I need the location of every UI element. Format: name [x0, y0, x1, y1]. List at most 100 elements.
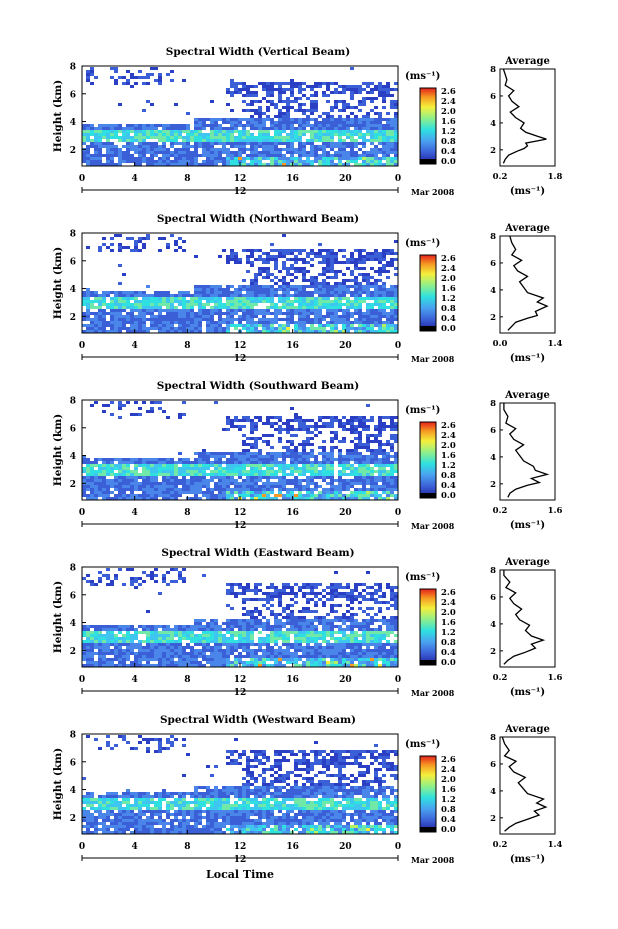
heatmap-cell	[234, 622, 238, 625]
heatmap-cell	[270, 327, 274, 330]
heatmap-cell	[378, 419, 382, 422]
heatmap-cell	[246, 461, 250, 464]
heatmap-cell	[382, 118, 386, 121]
heatmap-cell	[386, 464, 390, 467]
heatmap-cell	[378, 297, 382, 300]
heatmap-cell	[222, 127, 226, 130]
heatmap-cell	[354, 309, 358, 312]
heatmap-cell	[94, 494, 98, 497]
heatmap-cell	[230, 163, 234, 166]
heatmap-cell	[290, 440, 294, 443]
heatmap-cell	[210, 130, 214, 133]
heatmap-cell	[158, 643, 162, 646]
heatmap-cell	[218, 628, 222, 631]
heatmap-cell	[222, 637, 226, 640]
heatmap-cell	[370, 160, 374, 163]
heatmap-cell	[298, 321, 302, 324]
heatmap-cell	[138, 631, 142, 634]
heatmap-cell	[354, 145, 358, 148]
heatmap-cell	[198, 637, 202, 640]
heatmap-cell	[218, 452, 222, 455]
heatmap-cell	[290, 85, 294, 88]
heatmap-cell	[86, 145, 90, 148]
heatmap-cell	[230, 151, 234, 154]
heatmap-cell	[174, 243, 178, 246]
heatmap-cell	[166, 315, 170, 318]
heatmap-cell	[114, 294, 118, 297]
heatmap-cell	[266, 85, 270, 88]
heatmap-cell	[330, 315, 334, 318]
heatmap-cell	[134, 637, 138, 640]
heatmap-cell	[162, 142, 166, 145]
heatmap-cell	[294, 485, 298, 488]
heatmap-cell	[134, 151, 138, 154]
heatmap-cell	[226, 619, 230, 622]
heatmap-cell	[298, 121, 302, 124]
heatmap-cell	[118, 103, 122, 106]
heatmap-cell	[286, 103, 290, 106]
heatmap-cell	[170, 234, 174, 237]
heatmap-cell	[214, 658, 218, 661]
heatmap-cell	[366, 434, 370, 437]
heatmap-cell	[82, 625, 86, 628]
heatmap-cell	[198, 127, 202, 130]
heatmap-cell	[90, 139, 94, 142]
heatmap-cell	[230, 145, 234, 148]
heatmap-cell	[98, 303, 102, 306]
heatmap-cell	[190, 312, 194, 315]
heatmap-cell	[322, 148, 326, 151]
heatmap-cell	[218, 142, 222, 145]
heatmap-cell	[366, 282, 370, 285]
heatmap-cell	[174, 467, 178, 470]
heatmap-cell	[138, 157, 142, 160]
heatmap-cell	[270, 163, 274, 166]
heatmap-cell	[258, 124, 262, 127]
heatmap-cell	[198, 470, 202, 473]
heatmap-cell	[106, 643, 110, 646]
heatmap-cell	[342, 133, 346, 136]
heatmap-cell	[90, 70, 94, 73]
heatmap-cell	[342, 142, 346, 145]
heatmap-cell	[246, 619, 250, 622]
heatmap-cell	[142, 658, 146, 661]
heatmap-cell	[282, 497, 286, 500]
heatmap-cell	[302, 163, 306, 166]
heatmap-cell	[250, 461, 254, 464]
heatmap-cell	[302, 488, 306, 491]
heatmap-cell	[370, 285, 374, 288]
heatmap-cell	[166, 297, 170, 300]
heatmap-cell	[110, 461, 114, 464]
heatmap-cell	[390, 88, 394, 91]
heatmap-cell	[346, 461, 350, 464]
heatmap-cell	[370, 121, 374, 124]
heatmap-cell	[206, 655, 210, 658]
heatmap-cell	[226, 160, 230, 163]
heatmap-cell	[122, 470, 126, 473]
heatmap-cell	[298, 136, 302, 139]
heatmap-cell	[318, 157, 322, 160]
heatmap-cell	[206, 455, 210, 458]
heatmap-cell	[134, 327, 138, 330]
heatmap-cell	[106, 127, 110, 130]
heatmap-cell	[86, 640, 90, 643]
heatmap-cell	[262, 491, 266, 494]
heatmap-cell	[242, 327, 246, 330]
heatmap-cell	[254, 592, 258, 595]
heatmap-cell	[166, 583, 170, 586]
heatmap-cell	[378, 473, 382, 476]
heatmap-cell	[314, 285, 318, 288]
heatmap-cell	[186, 151, 190, 154]
heatmap-cell	[370, 452, 374, 455]
heatmap-cell	[230, 82, 234, 85]
x-tick-label: 16	[286, 508, 299, 518]
heatmap-cell	[286, 160, 290, 163]
heatmap-cell	[90, 464, 94, 467]
heatmap-cell	[114, 79, 118, 82]
heatmap-cell	[186, 145, 190, 148]
heatmap-cell	[126, 643, 130, 646]
heatmap-cell	[222, 482, 226, 485]
heatmap-cell	[154, 67, 158, 70]
heatmap-cell	[146, 297, 150, 300]
heatmap-cell	[310, 467, 314, 470]
heatmap-cell	[382, 461, 386, 464]
